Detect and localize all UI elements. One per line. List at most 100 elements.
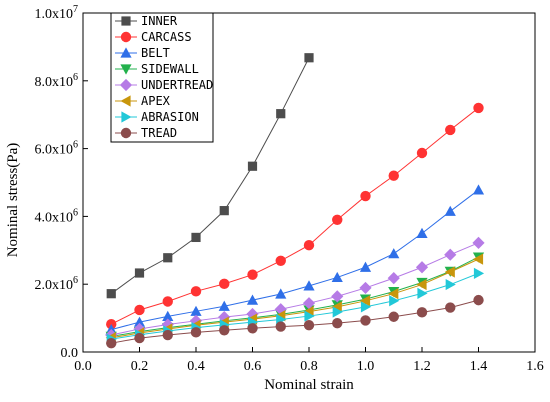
- legend-marker: [120, 31, 132, 43]
- x-tick-label: 0.8: [300, 359, 318, 374]
- data-point: [218, 300, 230, 311]
- data-point: [162, 310, 174, 322]
- series-tread: [106, 294, 484, 349]
- legend-item: UNDERTREAD: [115, 78, 213, 92]
- legend-item: TREAD: [115, 126, 177, 140]
- data-point: [359, 261, 372, 272]
- data-point: [445, 278, 456, 291]
- legend-label: APEX: [141, 94, 171, 108]
- y-tick-label-base: 0.0: [61, 346, 79, 361]
- data-point: [219, 325, 230, 336]
- data-point: [444, 205, 456, 216]
- data-point: [303, 320, 315, 331]
- data-point: [304, 53, 314, 63]
- data-point: [472, 184, 485, 195]
- legend-marker: [120, 64, 132, 75]
- data-point: [416, 227, 428, 238]
- data-point: [275, 288, 287, 299]
- legend: INNER CARCASS BELT SIDEWALL UNDERTREAD APEX AB…: [110, 12, 214, 143]
- legend-item: CARCASS: [115, 30, 192, 44]
- data-point: [360, 301, 372, 313]
- y-tick-label: 4.0x106: [35, 207, 79, 225]
- y-tick-label: 8.0x106: [35, 72, 79, 90]
- data-point: [304, 310, 315, 322]
- x-axis-title: Nominal strain: [264, 377, 354, 393]
- y-tick-label-exponent: 7: [73, 4, 78, 15]
- series-line: [110, 57, 310, 295]
- data-point: [106, 289, 116, 299]
- data-point: [190, 305, 202, 316]
- data-point: [246, 294, 259, 305]
- data-point: [276, 109, 286, 119]
- data-point: [416, 307, 428, 318]
- legend-label: UNDERTREAD: [141, 78, 213, 92]
- data-point: [331, 290, 344, 303]
- data-point: [219, 206, 229, 216]
- legend-label: ABRASION: [141, 110, 199, 124]
- legend-label: SIDEWALL: [141, 62, 199, 76]
- series-layer: [105, 53, 485, 349]
- data-point: [388, 248, 400, 259]
- data-point: [134, 332, 145, 344]
- data-point: [360, 315, 371, 326]
- y-tick-label-base: 6.0x10: [35, 143, 74, 158]
- data-point: [445, 124, 456, 136]
- x-tick-label: 1.4: [470, 359, 488, 374]
- y-tick-label: 2.0x106: [35, 275, 79, 293]
- data-point: [190, 327, 202, 338]
- x-tick-label: 1.0: [357, 359, 375, 374]
- data-point: [275, 321, 286, 332]
- legend-marker: [119, 78, 133, 92]
- legend-marker: [120, 47, 132, 58]
- y-tick-label-base: 1.0x10: [35, 7, 74, 22]
- data-point: [247, 161, 258, 171]
- data-point: [191, 232, 201, 243]
- legend-item: APEX: [115, 94, 171, 108]
- data-point: [332, 306, 343, 318]
- legend-item: INNER: [115, 14, 178, 28]
- data-point: [332, 317, 343, 329]
- x-tick-label: 1.6: [526, 359, 544, 374]
- data-point: [134, 268, 145, 278]
- series-undertread: [105, 236, 485, 342]
- data-point: [388, 311, 399, 322]
- series-line: [111, 272, 479, 340]
- data-point: [134, 304, 145, 316]
- data-point: [473, 102, 484, 114]
- data-point: [415, 261, 429, 274]
- y-tick-label-base: 2.0x10: [35, 278, 74, 293]
- x-tick-label: 0.0: [74, 359, 92, 374]
- series-carcass: [106, 102, 484, 330]
- data-point: [444, 248, 457, 261]
- data-point: [416, 147, 428, 159]
- series-inner: [106, 53, 314, 299]
- data-point: [219, 278, 230, 290]
- data-point: [303, 280, 315, 291]
- y-tick-label-exponent: 6: [73, 275, 78, 286]
- data-point: [332, 214, 343, 225]
- data-point: [472, 253, 484, 265]
- x-tick-label: 0.6: [244, 359, 262, 374]
- x-tick-label: 1.2: [413, 359, 431, 374]
- legend-marker: [121, 16, 131, 26]
- data-point: [359, 295, 371, 307]
- legend-label: INNER: [141, 14, 178, 28]
- series-line: [111, 256, 479, 337]
- data-point: [247, 269, 258, 280]
- y-tick-label-base: 4.0x10: [35, 210, 74, 225]
- data-point: [331, 271, 343, 283]
- legend-item: ABRASION: [115, 110, 199, 124]
- data-point: [388, 288, 399, 300]
- data-point: [360, 190, 371, 202]
- y-tick-label-base: 8.0x10: [35, 75, 74, 90]
- data-point: [303, 240, 315, 251]
- legend-marker: [120, 95, 131, 107]
- x-tick-label: 0.2: [131, 359, 149, 374]
- x-tick-label: 0.4: [187, 359, 205, 374]
- data-point: [161, 318, 174, 331]
- data-point: [416, 278, 427, 291]
- axis-ticks: 0.0 0.2 0.4 0.6 0.8 1.0 1.2 1.4 1.60.02.0x1064.0…: [35, 4, 544, 374]
- data-point: [387, 271, 400, 285]
- y-tick-label-exponent: 6: [73, 72, 78, 83]
